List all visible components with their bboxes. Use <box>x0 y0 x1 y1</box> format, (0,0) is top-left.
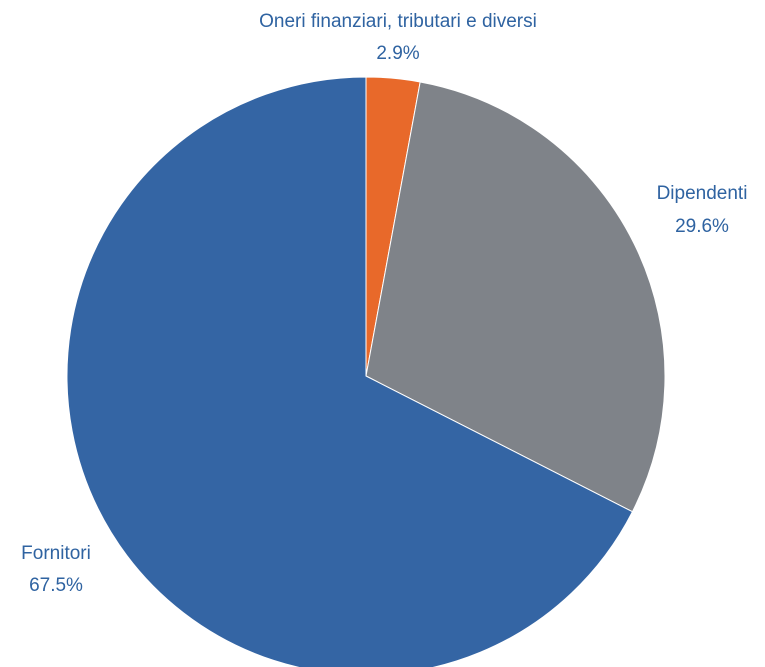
slice-label-fornitori: Fornitori <box>21 543 91 564</box>
slice-fornitori <box>66 76 634 667</box>
slice-value-oneri: 2.9% <box>376 43 419 64</box>
slice-dipendenti <box>365 81 666 513</box>
pie-slices <box>66 76 666 667</box>
slice-label-dipendenti: Dipendenti <box>657 183 748 204</box>
slice-label-oneri: Oneri finanziari, tributari e diversi <box>259 11 537 32</box>
slice-value-dipendenti: 29.6% <box>675 216 729 237</box>
slice-value-fornitori: 67.5% <box>29 575 83 596</box>
